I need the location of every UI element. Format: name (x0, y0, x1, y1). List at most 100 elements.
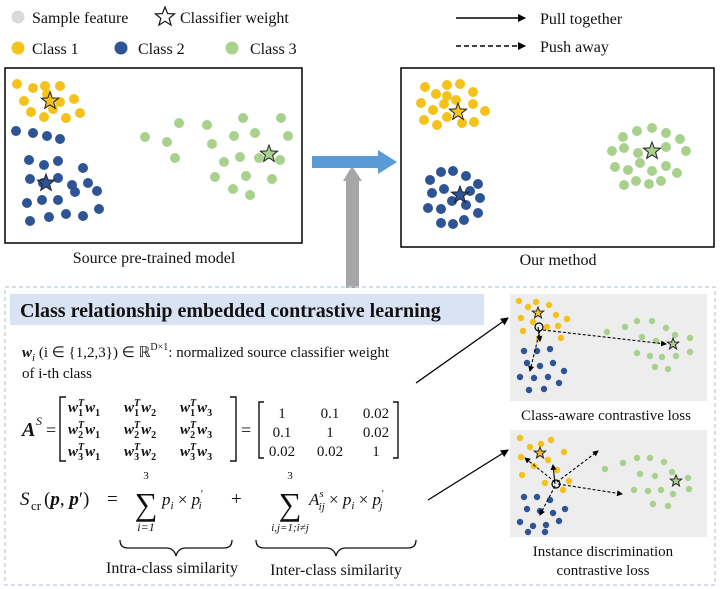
class3-sample-dot (646, 352, 654, 360)
class1-sample-dot (544, 456, 552, 464)
class2-sample-dot (423, 203, 433, 213)
class3-sample-dot (661, 128, 671, 138)
class2-sample-dot (461, 200, 471, 210)
class1-sample-dot (19, 96, 29, 106)
class1-sample-dot (75, 108, 85, 118)
class1-sample-dot (451, 95, 461, 105)
class2-weight-star-icon (450, 184, 470, 204)
class2-sample-dot (561, 505, 569, 513)
ww-cell: wT 2 w1 (68, 420, 100, 441)
class1-sample-dot (442, 91, 452, 101)
class3-sample-dot (658, 353, 666, 361)
class3-sample-dot (661, 142, 671, 152)
class2-sample-dot (520, 347, 528, 355)
source-caption: Source pre-trained model (73, 250, 236, 267)
matrix-cell: 0.02 (317, 444, 343, 460)
class1-sample-dot (457, 118, 467, 128)
class2-sample-dot (516, 373, 524, 381)
sum2-bottom: i,j=1;i≠j (271, 522, 309, 534)
class3-sample-dot (668, 468, 676, 476)
class1-sample-dot (12, 79, 22, 89)
class3-sample-dot (238, 113, 248, 123)
class1-sample-dot (468, 99, 478, 109)
pull-arrow (536, 326, 543, 342)
class3-sample-dot (672, 168, 682, 178)
class3-sample-dot (630, 486, 638, 494)
class1-sample-dot (526, 443, 534, 451)
classifier-weight-star-icon (153, 5, 177, 27)
class1-weight-star-icon (40, 90, 60, 110)
class3-sample-dot (681, 146, 691, 156)
class3-sample-dot (664, 365, 672, 373)
class2-sample-dot (555, 517, 563, 525)
svg-text:A: A (20, 419, 35, 441)
source-scatter (11, 79, 293, 226)
class1-weight-star-icon (448, 101, 468, 121)
class-aware-scatter (515, 297, 694, 394)
ww-cell: wT 1 w1 (68, 398, 100, 419)
svg-text:=: = (107, 489, 118, 510)
scr-equation: S cr (p, p′) = 3 ∑ i=1 pi × p′ i + 3 ∑ i,… (20, 470, 417, 579)
class3-sample-dot (651, 363, 659, 371)
class2-sample-dot (540, 385, 548, 393)
class2-sample-dot (461, 171, 471, 181)
ww-cell: wT 3 w2 (124, 442, 156, 463)
class2-sample-dot (560, 367, 568, 375)
class1-sample-dot (455, 79, 465, 89)
class3-sample-dot (267, 174, 277, 184)
class2-sample-dot (555, 379, 563, 387)
class1-sample-dot (55, 81, 65, 91)
class1-sample-dot (524, 303, 532, 311)
class1-sample-dot (420, 82, 430, 92)
class3-sample-dot (686, 348, 694, 356)
class3-sample-dot (671, 331, 679, 339)
class3-sample-dot (162, 137, 172, 147)
our-method-scatter (416, 79, 691, 229)
class2-sample-dot (37, 195, 47, 205)
instance-scatter (516, 434, 693, 536)
ww-cell: wT 2 w2 (124, 420, 156, 441)
class1-sample-dot (517, 453, 525, 461)
class1-sample-dot (543, 323, 551, 331)
class2-sample-dot (541, 528, 549, 536)
class1-sample-dot (529, 318, 537, 326)
class3-sample-dot (684, 474, 692, 482)
legend-push-away: Push away (540, 39, 609, 56)
connector-to-instance (427, 449, 509, 501)
class3-sample-dot (241, 171, 251, 181)
class1-sample-dot (26, 107, 36, 117)
class1-sample-dot (565, 477, 573, 485)
matrix-cell: 1 (372, 444, 380, 460)
class2-sample-dot (94, 204, 104, 214)
class1-sample-dot (560, 448, 568, 456)
class3-sample-dot (657, 486, 665, 494)
instance-loss-label-1: Instance discrimination (533, 544, 674, 560)
svg-text:S: S (20, 489, 30, 510)
class3-sample-dot (635, 158, 645, 168)
class3-sample-dot (623, 165, 633, 175)
class3-sample-dot (210, 172, 220, 182)
class1-icon (11, 41, 25, 55)
class3-sample-dot (619, 143, 629, 153)
matrix-cell: 0.02 (363, 425, 389, 441)
svg-text:∑: ∑ (135, 486, 158, 522)
class2-sample-dot (436, 204, 446, 214)
svg-text:∑: ∑ (279, 486, 302, 522)
class3-sample-dot (651, 472, 659, 480)
push-arrow (556, 450, 599, 483)
class2-sample-dot (475, 193, 485, 203)
class1-sample-dot (469, 117, 479, 127)
connector-to-class-aware (415, 317, 509, 384)
matrix-cell: 0.02 (363, 406, 389, 422)
class1-sample-dot (69, 94, 79, 104)
sample-feature-icon (11, 10, 25, 24)
class1-sample-dot (532, 298, 540, 306)
class3-weight-star-icon (665, 336, 681, 351)
class3-sample-dot (170, 153, 180, 163)
class2-sample-dot (529, 522, 537, 530)
class2-sample-dot (24, 155, 34, 165)
class2-sample-dot (533, 493, 541, 501)
class1-sample-dot (552, 311, 560, 319)
class2-icon (114, 41, 128, 55)
